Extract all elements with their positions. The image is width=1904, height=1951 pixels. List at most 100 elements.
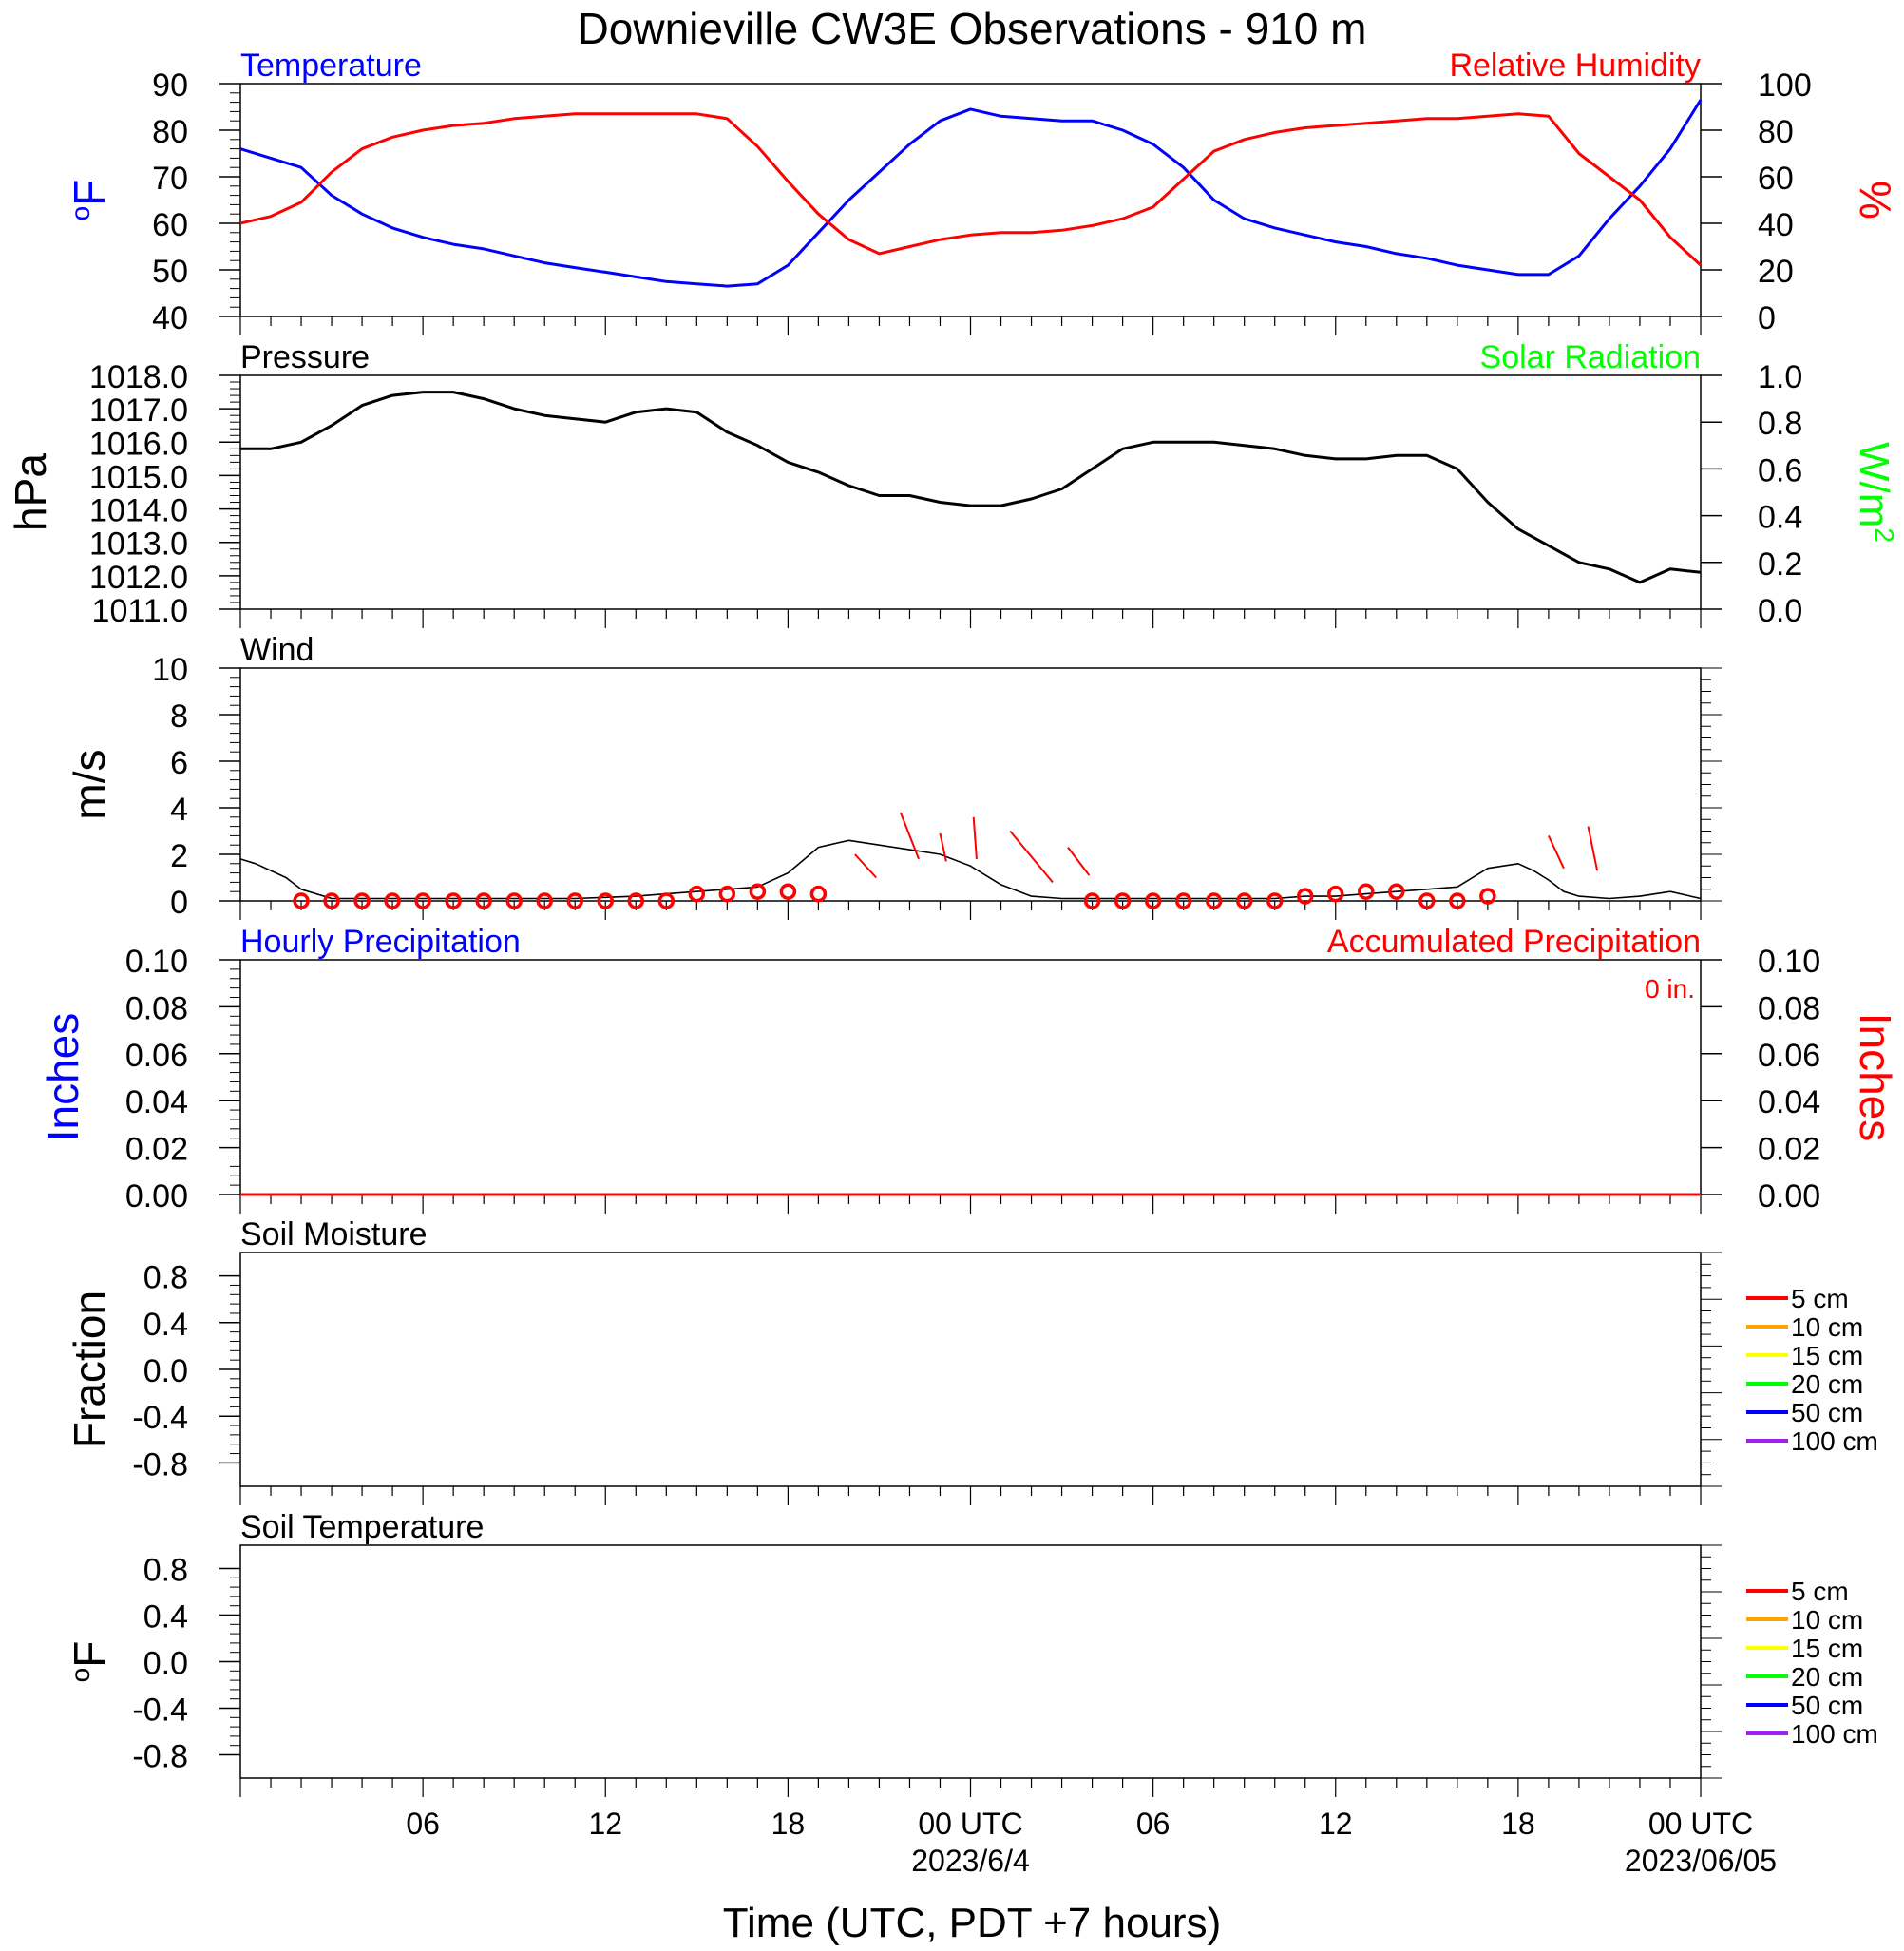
wind-direction-marker bbox=[1449, 892, 1466, 909]
y-tick-label: 1016.0 bbox=[89, 426, 188, 462]
wind-direction-marker bbox=[657, 892, 676, 909]
legend-label: 5 cm bbox=[1791, 1284, 1849, 1313]
y-tick-label: 0.02 bbox=[125, 1132, 188, 1168]
wind-direction-marker bbox=[1266, 892, 1284, 909]
y-right-tick-label: 0.10 bbox=[1758, 944, 1820, 980]
plot-frame bbox=[239, 959, 1702, 1195]
x-date-label: 2023/06/05 bbox=[1625, 1844, 1777, 1878]
panel-title: Pressure bbox=[240, 339, 370, 375]
y-tick-label: 1018.0 bbox=[89, 359, 188, 395]
panel-temperature_rh: 40 50 60 70 80 90 0 20 40 60 80 100 Temperature Relat… bbox=[65, 48, 1900, 336]
wind-direction-marker bbox=[566, 892, 583, 909]
y-tick-label: 0.0 bbox=[143, 1353, 188, 1389]
y-right-tick-label: 0.02 bbox=[1758, 1132, 1820, 1168]
panel-title: Wind bbox=[240, 632, 314, 668]
y-tick-label: 0.4 bbox=[143, 1599, 188, 1635]
y-right-tick-label: 40 bbox=[1758, 207, 1794, 243]
wind-direction-marker bbox=[1144, 892, 1162, 909]
panel-title-right: Relative Humidity bbox=[1449, 48, 1701, 84]
legend-label: 5 cm bbox=[1791, 1577, 1849, 1606]
wind-direction-marker bbox=[779, 883, 797, 900]
y-right-tick-label: 0.04 bbox=[1758, 1084, 1820, 1120]
wind-direction-marker bbox=[323, 892, 340, 909]
wind-direction-marker bbox=[536, 892, 553, 909]
y-tick-label: 0.0 bbox=[143, 1646, 188, 1682]
x-tick-label: 12 bbox=[1319, 1807, 1353, 1841]
y-right-tick-label: 0.0 bbox=[1758, 593, 1802, 629]
y-right-axis-label: Inches bbox=[1851, 1013, 1900, 1142]
wind-direction-marker bbox=[718, 885, 736, 903]
y-right-tick-label: 100 bbox=[1758, 67, 1812, 104]
plot-frame bbox=[239, 374, 1702, 610]
legend-label: 15 cm bbox=[1791, 1341, 1863, 1370]
y-right-tick-label: 60 bbox=[1758, 161, 1794, 197]
x-tick-label: 06 bbox=[406, 1807, 440, 1841]
y-tick-label: 70 bbox=[152, 161, 188, 197]
y-right-axis-label: W/m2 bbox=[1851, 442, 1899, 543]
x-tick-label: 00 UTC bbox=[918, 1807, 1022, 1841]
panel-soil_moisture: -0.8 -0.4 0.0 0.4 0.8 Soil Moisture Fraction 5 … bbox=[65, 1216, 1878, 1505]
y-tick-label: 80 bbox=[152, 114, 188, 150]
x-tick-label: 18 bbox=[771, 1807, 806, 1841]
y-tick-label: -0.4 bbox=[132, 1693, 188, 1729]
y-tick-label: 0.4 bbox=[143, 1307, 188, 1343]
wind-direction-marker bbox=[1358, 883, 1375, 900]
legend-label: 10 cm bbox=[1791, 1605, 1863, 1635]
y-right-tick-label: 1.0 bbox=[1758, 359, 1802, 395]
panel-title: Hourly Precipitation bbox=[240, 924, 521, 960]
panel-title-right: Solar Radiation bbox=[1480, 339, 1701, 375]
wind-barb bbox=[972, 816, 978, 859]
wind-direction-marker bbox=[1114, 892, 1132, 909]
y-tick-label: 40 bbox=[152, 300, 188, 336]
panel-precipitation: 0.00 0.02 0.04 0.06 0.08 0.10 0.00 0.02 0.04 0.06… bbox=[38, 924, 1900, 1215]
wind-direction-marker bbox=[293, 892, 310, 909]
y-tick-label: -0.8 bbox=[132, 1446, 188, 1482]
wind-direction-marker bbox=[1418, 892, 1436, 909]
precip-total-label: 0 in. bbox=[1645, 974, 1695, 1004]
y-axis-label: oF bbox=[65, 180, 114, 221]
plot-frame bbox=[239, 1252, 1702, 1487]
y-tick-label: 0.00 bbox=[125, 1178, 188, 1215]
y-right-tick-label: 0.2 bbox=[1758, 546, 1802, 583]
wind-barb bbox=[1547, 834, 1565, 870]
y-axis-label: m/s bbox=[65, 749, 114, 819]
y-tick-label: 0.06 bbox=[125, 1038, 188, 1074]
y-tick-label: 6 bbox=[170, 745, 188, 781]
wind-direction-marker bbox=[627, 892, 645, 909]
y-right-tick-label: 0.4 bbox=[1758, 500, 1802, 536]
y-tick-label: 1012.0 bbox=[89, 560, 188, 596]
legend-label: 50 cm bbox=[1791, 1691, 1863, 1720]
chart-title: Downieville CW3E Observations - 910 m bbox=[578, 4, 1367, 53]
y-right-tick-label: 0.06 bbox=[1758, 1038, 1820, 1074]
wind-direction-marker bbox=[384, 892, 401, 909]
panel-title: Soil Moisture bbox=[240, 1216, 428, 1253]
wind-direction-marker bbox=[688, 885, 706, 903]
y-tick-label: -0.8 bbox=[132, 1739, 188, 1775]
x-tick-label: 06 bbox=[1136, 1807, 1171, 1841]
wind-direction-marker bbox=[597, 892, 614, 909]
y-axis-label: Inches bbox=[38, 1013, 87, 1142]
y-right-tick-label: 20 bbox=[1758, 254, 1794, 290]
y-tick-label: 8 bbox=[170, 698, 188, 735]
legend-label: 15 cm bbox=[1791, 1634, 1863, 1663]
y-tick-label: 1015.0 bbox=[89, 459, 188, 495]
wind-barb bbox=[1009, 830, 1054, 884]
wind-direction-marker bbox=[505, 892, 523, 909]
x-tick-label: 00 UTC bbox=[1648, 1807, 1753, 1841]
x-tick-label: 12 bbox=[588, 1807, 622, 1841]
plot-frame bbox=[239, 1544, 1702, 1779]
wind-direction-marker bbox=[1174, 892, 1192, 909]
series-line bbox=[240, 391, 1702, 584]
wind-barb bbox=[899, 812, 920, 860]
y-axis-label: Fraction bbox=[65, 1291, 114, 1448]
legend-label: 100 cm bbox=[1791, 1426, 1878, 1456]
y-tick-label: 1011.0 bbox=[92, 593, 188, 629]
y-tick-label: 90 bbox=[152, 67, 188, 104]
series-line bbox=[239, 112, 1703, 267]
y-tick-label: 10 bbox=[152, 652, 188, 688]
y-right-tick-label: 80 bbox=[1758, 114, 1794, 150]
wind-direction-marker bbox=[445, 892, 462, 909]
